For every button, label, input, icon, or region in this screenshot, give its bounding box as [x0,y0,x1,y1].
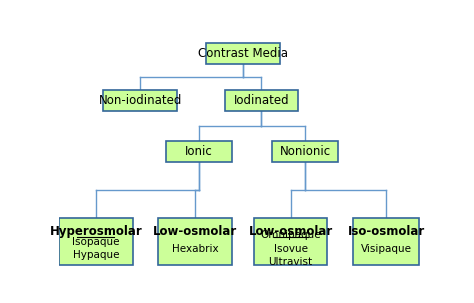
FancyBboxPatch shape [166,141,232,162]
FancyBboxPatch shape [59,218,133,265]
Text: Hexabrix: Hexabrix [172,244,219,254]
Text: Iso-osmolar: Iso-osmolar [347,225,425,238]
Text: Low-osmolar: Low-osmolar [248,225,333,238]
FancyBboxPatch shape [103,90,177,111]
Text: Hyperosmolar: Hyperosmolar [50,225,142,238]
FancyBboxPatch shape [158,218,232,265]
Text: Low-osmolar: Low-osmolar [0,302,1,303]
FancyBboxPatch shape [206,43,280,64]
FancyBboxPatch shape [225,90,298,111]
Text: Visipaque: Visipaque [361,244,412,254]
Text: Ionic: Ionic [185,145,213,158]
Text: Non-iodinated: Non-iodinated [99,94,182,107]
Text: Omnipaque
Isovue
Ultravist: Omnipaque Isovue Ultravist [260,231,321,267]
Text: Hyperosmolar: Hyperosmolar [0,302,1,303]
Text: Isopaque
Hypaque: Isopaque Hypaque [72,237,120,260]
FancyBboxPatch shape [254,218,328,265]
Text: Iodinated: Iodinated [234,94,289,107]
Text: Contrast Media: Contrast Media [198,47,288,60]
Text: Nonionic: Nonionic [280,145,331,158]
FancyBboxPatch shape [272,141,338,162]
Text: Low-osmolar: Low-osmolar [153,225,237,238]
FancyBboxPatch shape [353,218,419,265]
